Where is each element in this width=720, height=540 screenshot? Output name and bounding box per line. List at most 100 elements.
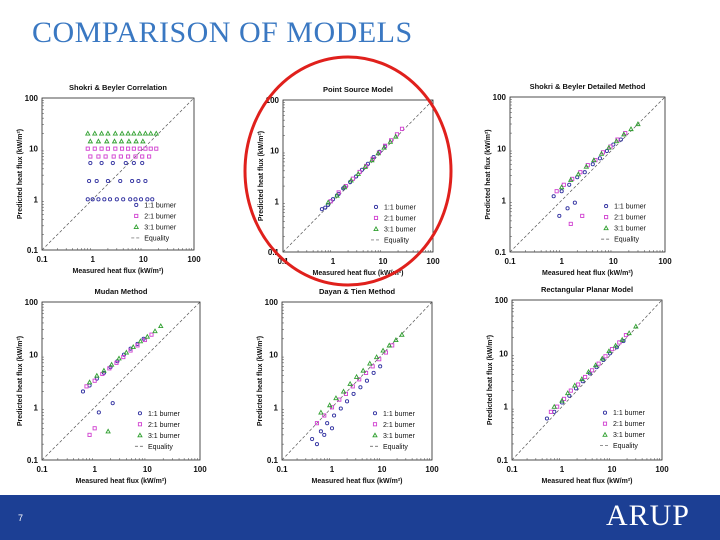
chart-title: Shokri & Beyler Detailed Method — [530, 82, 646, 91]
legend-label: 2:1 burner — [384, 215, 417, 222]
data-point — [329, 426, 335, 431]
data-point — [114, 360, 119, 365]
data-point — [118, 154, 123, 159]
x-tick-label: 1 — [330, 465, 335, 474]
equality-line — [509, 96, 666, 253]
data-point — [113, 146, 118, 151]
equality-line — [41, 97, 195, 251]
x-tick-label: 1 — [331, 257, 336, 266]
x-axis-label: Measured heat flux (kW/m²) — [541, 478, 632, 485]
legend-label: 3:1 burner — [613, 432, 646, 439]
data-point — [135, 343, 140, 348]
data-point — [133, 154, 138, 159]
y-tick-label: 0.1 — [268, 248, 280, 257]
data-point — [603, 354, 608, 359]
data-point — [119, 130, 125, 136]
data-point — [108, 361, 115, 367]
data-point — [375, 150, 381, 156]
data-point — [606, 348, 612, 354]
y-tick-label: 10 — [497, 145, 506, 154]
data-point — [626, 330, 632, 336]
data-point — [329, 405, 335, 410]
data-point — [150, 197, 155, 202]
data-point — [111, 138, 118, 144]
y-tick-label: 1 — [274, 403, 279, 412]
x-axis-label: Measured heat flux (kW/m²) — [311, 478, 402, 485]
data-point — [92, 146, 97, 151]
data-point — [582, 170, 587, 175]
data-point — [334, 192, 340, 198]
legend-label: 3:1 burner — [148, 433, 181, 440]
data-point — [130, 178, 135, 184]
data-point — [140, 138, 146, 144]
legend-marker — [133, 224, 140, 229]
x-tick-label: 100 — [658, 257, 672, 266]
y-tick-label: 10 — [270, 147, 279, 156]
data-point — [153, 130, 160, 136]
legend-label: 2:1 burner — [144, 213, 177, 220]
data-point — [544, 416, 549, 421]
legend-marker — [372, 422, 378, 427]
legend-label: 1:1 burner — [144, 202, 177, 209]
x-tick-label: 1 — [559, 257, 564, 266]
brand-logo: ARUP — [605, 499, 690, 532]
page-number: 7 — [18, 513, 24, 523]
data-point — [633, 323, 639, 329]
legend-marker — [134, 213, 139, 218]
data-point — [333, 395, 339, 401]
data-point — [380, 347, 386, 353]
legend-label: 2:1 burner — [613, 421, 646, 428]
data-point — [85, 146, 90, 151]
data-point — [606, 144, 612, 150]
data-point — [318, 409, 324, 415]
y-tick-label: 0.1 — [495, 248, 507, 257]
data-point — [143, 146, 148, 151]
data-point — [322, 432, 327, 437]
data-point — [599, 355, 606, 361]
data-point — [99, 161, 104, 166]
data-point — [559, 397, 565, 403]
legend-label: 2:1 burner — [148, 422, 181, 429]
x-tick-label: 100 — [193, 465, 207, 474]
data-point — [136, 178, 141, 184]
x-tick-label: 10 — [139, 255, 148, 264]
data-point — [362, 163, 368, 169]
data-point — [133, 138, 139, 144]
data-point — [355, 170, 362, 176]
data-point — [149, 332, 154, 337]
slide-title: COMPARISON OF MODELS — [32, 16, 413, 49]
legend-marker — [604, 204, 609, 209]
highlight-ring — [243, 55, 453, 287]
data-point — [98, 130, 105, 136]
data-point — [371, 370, 376, 375]
x-axis-label: Measured heat flux (kW/m²) — [72, 268, 163, 275]
data-point — [88, 154, 93, 159]
data-point — [373, 354, 380, 360]
legend-marker — [373, 204, 379, 209]
equality-line — [281, 301, 433, 461]
data-point — [323, 205, 328, 210]
data-point — [635, 121, 641, 127]
chart-5: 0.1 1 10 100 0.1 1 10 100 Dayan & Tien Method Mea… — [257, 287, 439, 485]
legend-label: Equality — [383, 444, 408, 451]
data-point — [131, 161, 136, 166]
y-tick-label: 100 — [265, 298, 279, 307]
data-point — [96, 410, 101, 415]
legend-label: Equality — [614, 237, 639, 244]
data-point — [386, 342, 393, 348]
x-tick-label: 0.1 — [36, 465, 48, 474]
data-point — [92, 426, 97, 431]
y-tick-label: 10 — [269, 351, 278, 360]
data-point — [338, 406, 343, 411]
y-axis-label: Predicted heat flux (kW/m²) — [17, 336, 24, 426]
data-point — [140, 154, 145, 159]
data-point — [121, 352, 127, 357]
data-point — [325, 199, 331, 205]
legend-marker — [604, 215, 609, 220]
data-point — [585, 368, 592, 374]
data-point — [105, 130, 111, 136]
chart-6: 0.1 1 10 100 0.1 1 10 100 Rectangular Planar Mod… — [487, 285, 669, 485]
x-tick-label: 0.1 — [506, 465, 518, 474]
y-tick-label: 0.1 — [497, 456, 509, 465]
x-tick-label: 100 — [425, 465, 439, 474]
